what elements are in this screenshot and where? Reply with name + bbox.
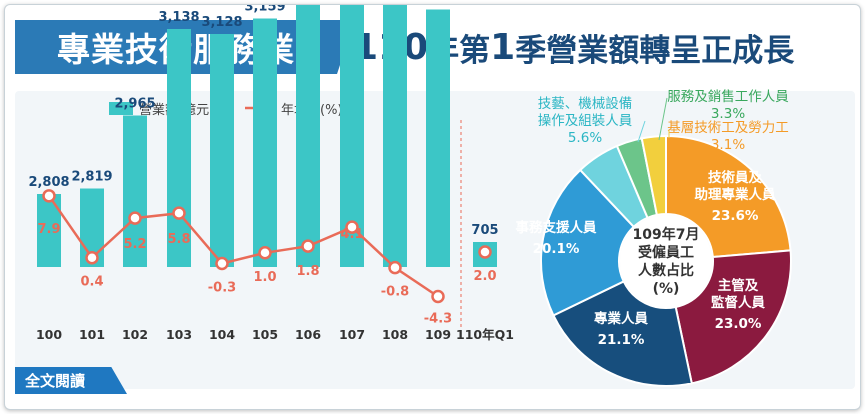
rate-value-label: 2.0 (473, 269, 496, 284)
bar-value-label: 2,819 (71, 170, 112, 185)
pie-slice-label: 監督人員 (711, 294, 765, 311)
x-tick-label: 100 (36, 327, 62, 342)
rate-point (215, 256, 229, 271)
pie-slice-value: 5.6% (568, 130, 602, 146)
pie-slice-label: 技藝、機械設備 (538, 96, 633, 112)
rate-point (85, 250, 99, 265)
rate-point (301, 239, 315, 253)
bar-value-label: 2,965 (114, 97, 155, 112)
x-tick-label: 106 (295, 327, 321, 342)
x-tick-label: 102 (122, 327, 148, 342)
bar-106 (296, 5, 320, 267)
rate-value-label: 5.8 (167, 232, 190, 247)
bar-105 (253, 18, 277, 267)
leader-line (658, 97, 668, 141)
rate-point (388, 260, 402, 275)
read-full-article-button[interactable]: 全文閱讀 (15, 367, 127, 394)
rate-point (345, 220, 359, 234)
rate-value-label: -0.3 (208, 280, 236, 295)
bar-109 (426, 9, 450, 267)
pie-slice-value: 23.0% (715, 316, 762, 332)
pie-slice-label: 服務及銷售工作人員 (667, 89, 789, 105)
rate-value-label: 1.8 (296, 264, 319, 279)
growth-rate-line (47, 195, 439, 298)
pie-slice-1 (674, 249, 792, 385)
bar-108 (383, 5, 407, 267)
bar-value-label: 3,138 (158, 10, 199, 25)
pie-slice-value: 3.1% (711, 137, 745, 153)
x-tick-label: 103 (166, 327, 192, 342)
bar-104 (210, 34, 234, 267)
pie-slice-value: 20.1% (533, 241, 580, 257)
x-tick-label: 109 (425, 327, 451, 342)
legend-bar-swatch (109, 102, 133, 115)
bar-102 (123, 115, 147, 267)
pie-slice-0 (665, 134, 792, 259)
pie-center-label: 受僱員工 (638, 244, 694, 261)
rate-value-label: 5.2 (123, 237, 146, 252)
bar-value-label: 2,808 (28, 175, 69, 190)
x-tick-label: 107 (339, 327, 365, 342)
rate-point (258, 246, 272, 260)
pie-slice-label: 主管及 (718, 277, 759, 294)
headline-quarter: 1 (490, 26, 516, 68)
pie-center (620, 215, 712, 307)
pie-slice-label: 技術員及 (708, 169, 762, 186)
chart-canvas: 營業額(億元)年增率(%)2,8081002,8191012,9651023,1… (28, 5, 792, 387)
headline-text-2: 季營業額轉呈正成長 (515, 32, 795, 69)
pie-slice-value: 21.1% (598, 332, 645, 348)
rate-point (172, 206, 186, 220)
rate-value-label: -4.3 (424, 311, 452, 326)
x-tick-label: 104 (209, 327, 235, 342)
bar-103 (167, 29, 191, 267)
pie-slice-value: 23.6% (712, 208, 759, 224)
pie-slice-3 (540, 168, 636, 317)
rate-value-label: 4.1 (340, 227, 363, 242)
rate-value-label: -0.8 (381, 285, 409, 300)
pie-slice-label: 操作及組裝人員 (538, 113, 633, 129)
pie-slice-value: 3.3% (711, 106, 745, 122)
pie-slice-6 (640, 134, 667, 217)
rate-value-label: 1.0 (253, 270, 276, 285)
rate-value-label: 0.4 (80, 275, 103, 290)
pie-slice-label: 專業人員 (594, 310, 648, 327)
leader-line (637, 120, 646, 143)
pie-slice-label: 事務支援人員 (516, 219, 597, 236)
bar-value-label: 3,128 (201, 15, 242, 30)
bar-value-label: 705 (471, 223, 498, 238)
pie-center-label: (%) (653, 281, 680, 297)
rate-point (42, 189, 56, 203)
rate-point (128, 211, 142, 225)
x-tick-label: 108 (382, 327, 408, 342)
pie-slice-label: 助理專業人員 (695, 186, 776, 203)
rate-point (431, 289, 445, 304)
rate-point (478, 245, 492, 259)
rate-value-label: 7.9 (37, 222, 60, 237)
pie-slice-label: 基層技術工及勞力工 (667, 119, 789, 136)
pie-center-label: 109年7月 (633, 226, 700, 243)
bar-value-label: 3,159 (244, 5, 285, 15)
bar-value-label: 3,177 (417, 5, 458, 6)
infographic-frame: 專業技術服務業 110 年第 1 季營業額轉呈正成長 營業額(億元)年增率(%)… (4, 4, 861, 410)
pie-slice-2 (552, 280, 693, 387)
x-tick-label: 110年Q1 (456, 327, 514, 342)
pie-center-label: 人數占比 (638, 262, 694, 279)
x-tick-label: 101 (79, 327, 105, 342)
x-tick-label: 105 (252, 327, 278, 342)
